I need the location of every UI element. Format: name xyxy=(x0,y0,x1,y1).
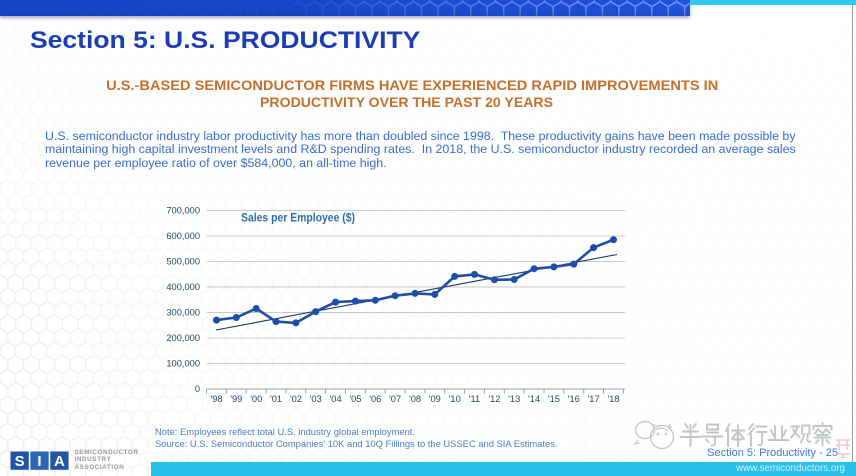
svg-text:'05: '05 xyxy=(349,394,361,404)
svg-text:'07: '07 xyxy=(389,394,401,404)
svg-text:'11: '11 xyxy=(469,394,480,404)
svg-text:500,000: 500,000 xyxy=(166,257,200,267)
svg-text:600,000: 600,000 xyxy=(166,231,200,241)
svg-text:'06: '06 xyxy=(369,394,381,404)
svg-text:'14: '14 xyxy=(528,394,540,404)
svg-text:'02: '02 xyxy=(290,394,302,404)
svg-text:'98: '98 xyxy=(210,394,222,404)
svg-text:I: I xyxy=(37,453,41,470)
svg-text:'08: '08 xyxy=(409,394,421,404)
svg-text:'17: '17 xyxy=(588,394,600,404)
svg-text:'16: '16 xyxy=(568,394,580,404)
svg-text:'01: '01 xyxy=(270,394,282,404)
svg-text:'03: '03 xyxy=(310,394,322,404)
svg-text:700,000: 700,000 xyxy=(166,206,200,216)
svg-text:0: 0 xyxy=(195,384,200,394)
svg-text:'04: '04 xyxy=(330,394,342,404)
svg-text:'99: '99 xyxy=(230,394,242,404)
svg-text:400,000: 400,000 xyxy=(166,282,200,292)
svg-text:300,000: 300,000 xyxy=(166,308,200,318)
svg-text:A: A xyxy=(54,453,65,470)
svg-text:200,000: 200,000 xyxy=(166,333,200,343)
svg-text:'13: '13 xyxy=(508,394,520,404)
svg-text:'15: '15 xyxy=(548,394,560,404)
svg-text:S: S xyxy=(15,453,25,470)
svg-text:'10: '10 xyxy=(449,394,461,404)
svg-text:'12: '12 xyxy=(488,394,500,404)
svg-text:'18: '18 xyxy=(607,394,619,404)
svg-text:'00: '00 xyxy=(250,394,262,404)
svg-text:'09: '09 xyxy=(429,394,441,404)
svg-text:Sales per Employee ($): Sales per Employee ($) xyxy=(241,213,355,225)
svg-text:100,000: 100,000 xyxy=(166,359,200,369)
